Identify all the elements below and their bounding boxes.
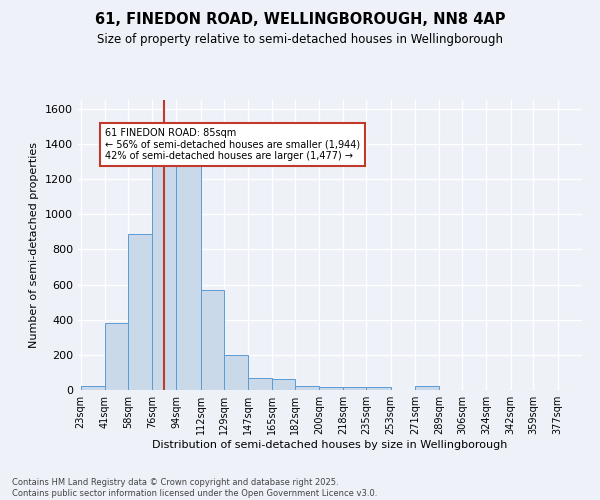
Bar bbox=[176, 160, 200, 390]
Bar bbox=[80, 386, 105, 390]
Y-axis label: Number of semi-detached properties: Number of semi-detached properties bbox=[29, 142, 40, 348]
Bar bbox=[367, 388, 391, 390]
Bar bbox=[295, 386, 319, 390]
Bar bbox=[200, 290, 224, 390]
Bar bbox=[415, 386, 439, 390]
Bar bbox=[272, 378, 295, 390]
Bar bbox=[152, 160, 176, 390]
Bar bbox=[224, 355, 248, 390]
Text: Size of property relative to semi-detached houses in Wellingborough: Size of property relative to semi-detach… bbox=[97, 32, 503, 46]
X-axis label: Distribution of semi-detached houses by size in Wellingborough: Distribution of semi-detached houses by … bbox=[152, 440, 508, 450]
Bar bbox=[105, 323, 128, 390]
Text: 61 FINEDON ROAD: 85sqm
← 56% of semi-detached houses are smaller (1,944)
42% of : 61 FINEDON ROAD: 85sqm ← 56% of semi-det… bbox=[105, 128, 360, 162]
Bar bbox=[248, 378, 272, 390]
Bar bbox=[128, 234, 152, 390]
Text: Contains HM Land Registry data © Crown copyright and database right 2025.
Contai: Contains HM Land Registry data © Crown c… bbox=[12, 478, 377, 498]
Bar bbox=[343, 388, 367, 390]
Text: 61, FINEDON ROAD, WELLINGBOROUGH, NN8 4AP: 61, FINEDON ROAD, WELLINGBOROUGH, NN8 4A… bbox=[95, 12, 505, 28]
Bar bbox=[319, 388, 343, 390]
